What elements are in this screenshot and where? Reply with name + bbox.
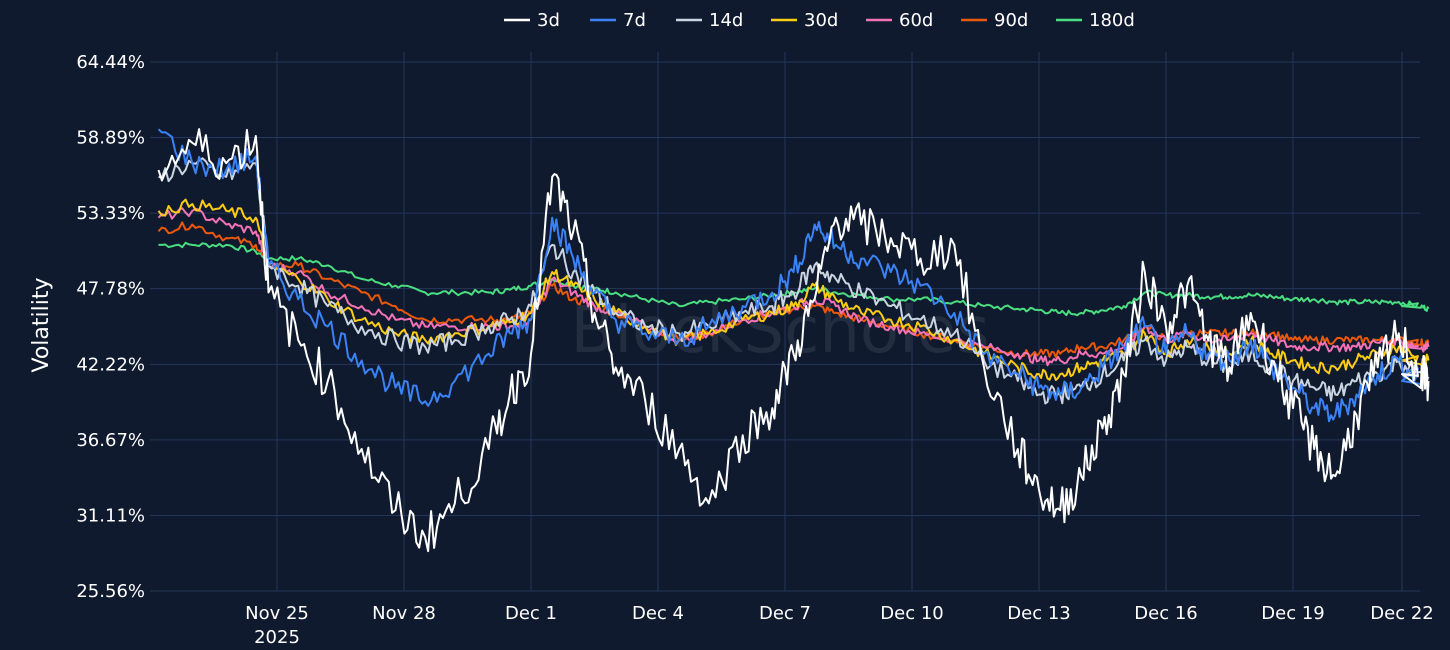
- legend-label: 7d: [623, 10, 646, 31]
- x-tick-label: Dec 4: [632, 603, 684, 624]
- x-tick-label: Nov 25: [245, 603, 309, 624]
- x-tick-label: Dec 10: [880, 603, 943, 624]
- legend-label: 60d: [899, 10, 933, 31]
- x-tick-label: Nov 28: [372, 603, 436, 624]
- legend-label: 180d: [1089, 10, 1135, 31]
- x-tick-label: Dec 7: [759, 603, 811, 624]
- legend-item-30d[interactable]: 30d: [771, 10, 838, 31]
- series-line-30d: [157, 198, 1430, 381]
- y-tick-label: 58.89%: [76, 128, 145, 149]
- legend-item-14d[interactable]: 14d: [676, 10, 743, 31]
- legend-label: 3d: [537, 10, 560, 31]
- series-line-14d: [158, 157, 1430, 405]
- y-tick-label: 53.33%: [76, 203, 145, 224]
- y-axis-label: Volatility: [29, 277, 54, 372]
- legend-item-180d[interactable]: 180d: [1056, 10, 1135, 31]
- legend-item-60d[interactable]: 60d: [866, 10, 933, 31]
- series-line-180d: [158, 241, 1430, 317]
- series-lines: [157, 128, 1430, 553]
- y-axis-ticks: 64.44% 58.89% 53.33% 47.78% 42.22% 36.67% 31.1…: [76, 52, 145, 602]
- x-tick-label: Dec 1: [505, 603, 557, 624]
- series-line-7d: [157, 128, 1430, 423]
- legend-item-3d[interactable]: 3d: [504, 10, 560, 31]
- legend-item-90d[interactable]: 90d: [961, 10, 1028, 31]
- series-line-3d: [157, 128, 1430, 553]
- legend-label: 14d: [709, 10, 743, 31]
- y-tick-label: 36.67%: [76, 430, 145, 451]
- y-tick-label: 47.78%: [76, 279, 145, 300]
- x-tick-label: Dec 19: [1261, 603, 1324, 624]
- x-tick-label: Dec 16: [1134, 603, 1197, 624]
- legend-item-7d[interactable]: 7d: [590, 10, 646, 31]
- gridlines: [150, 52, 1420, 592]
- y-tick-label: 64.44%: [76, 52, 145, 73]
- x-tick-label: Dec 13: [1007, 603, 1070, 624]
- watermark: BlockScholes: [570, 294, 989, 368]
- y-tick-label: 31.11%: [76, 505, 145, 526]
- y-tick-label: 25.56%: [76, 581, 145, 602]
- x-tick-label: Dec 22: [1370, 603, 1433, 624]
- x-axis-ticks: Nov 25 2025 Nov 28 Dec 1 Dec 4 Dec 7 Dec 10 Dec…: [245, 603, 1434, 648]
- x-tick-sublabel: 2025: [254, 627, 300, 648]
- legend[interactable]: 3d 7d 14d 30d 60d 90d 180d: [504, 10, 1135, 31]
- legend-label: 30d: [804, 10, 838, 31]
- legend-label: 90d: [994, 10, 1028, 31]
- y-tick-label: 42.22%: [76, 354, 145, 375]
